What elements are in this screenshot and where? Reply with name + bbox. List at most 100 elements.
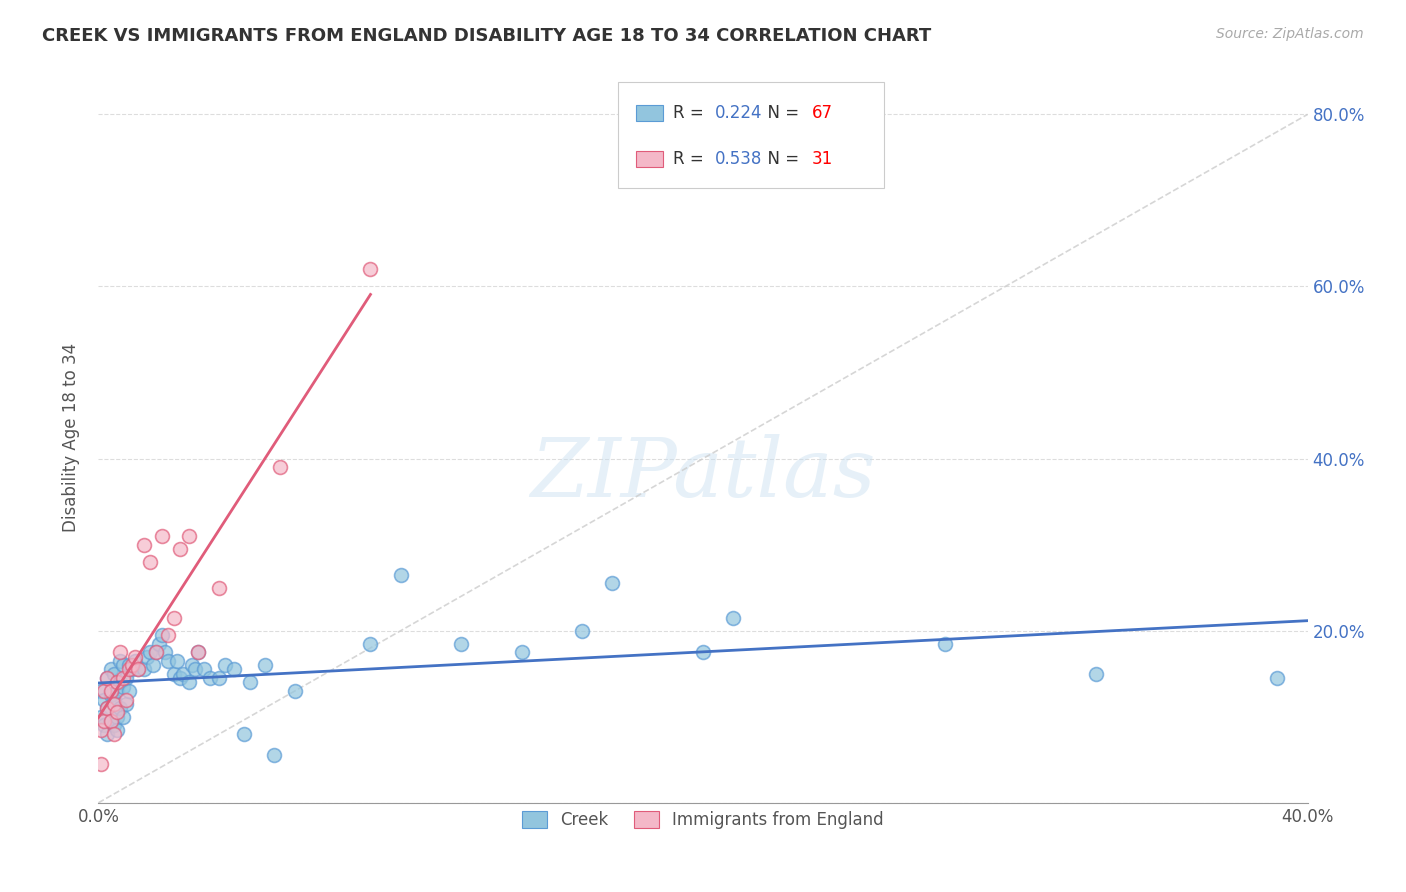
Text: 31: 31 — [811, 150, 834, 168]
Point — [179, 529, 201, 543]
Point — [90, 684, 112, 698]
Point — [208, 581, 231, 595]
Point — [118, 658, 141, 673]
Point — [135, 649, 157, 664]
FancyBboxPatch shape — [637, 105, 664, 121]
Point — [132, 538, 155, 552]
Point — [142, 658, 165, 673]
Text: 0.538: 0.538 — [716, 150, 762, 168]
Point — [148, 637, 170, 651]
Point — [692, 645, 714, 659]
Point — [96, 671, 118, 685]
Point — [150, 628, 173, 642]
Point — [163, 666, 186, 681]
Point — [100, 714, 122, 728]
Text: CREEK VS IMMIGRANTS FROM ENGLAND DISABILITY AGE 18 TO 34 CORRELATION CHART: CREEK VS IMMIGRANTS FROM ENGLAND DISABIL… — [42, 27, 931, 45]
Point — [184, 662, 207, 676]
Point — [105, 706, 128, 720]
Point — [163, 611, 186, 625]
Point — [93, 714, 115, 728]
Legend: Creek, Immigrants from England: Creek, Immigrants from England — [509, 797, 897, 842]
Point — [100, 662, 122, 676]
Point — [510, 645, 533, 659]
Point — [103, 697, 125, 711]
Point — [111, 710, 134, 724]
Point — [96, 701, 118, 715]
Point — [105, 710, 128, 724]
Point — [179, 675, 201, 690]
Point — [127, 662, 149, 676]
Point — [187, 645, 209, 659]
Point — [124, 654, 146, 668]
Point — [132, 662, 155, 676]
Text: Source: ZipAtlas.com: Source: ZipAtlas.com — [1216, 27, 1364, 41]
Point — [150, 529, 173, 543]
Point — [166, 654, 188, 668]
Point — [93, 692, 115, 706]
Point — [100, 714, 122, 728]
Point — [121, 662, 143, 676]
Point — [103, 718, 125, 732]
Point — [103, 692, 125, 706]
Point — [145, 645, 167, 659]
Point — [153, 645, 176, 659]
Text: ZIPatlas: ZIPatlas — [530, 434, 876, 514]
Point — [105, 675, 128, 690]
Point — [187, 645, 209, 659]
Point — [118, 662, 141, 676]
Point — [139, 645, 162, 659]
Point — [169, 671, 191, 685]
Point — [156, 654, 179, 668]
Point — [105, 684, 128, 698]
Point — [103, 666, 125, 681]
Point — [181, 658, 204, 673]
Y-axis label: Disability Age 18 to 34: Disability Age 18 to 34 — [62, 343, 80, 532]
Point — [118, 684, 141, 698]
Point — [389, 567, 412, 582]
Point — [114, 697, 136, 711]
Point — [934, 637, 956, 651]
Point — [208, 671, 231, 685]
Text: N =: N = — [758, 104, 804, 122]
Point — [127, 662, 149, 676]
Point — [111, 671, 134, 685]
Point — [121, 658, 143, 673]
Point — [263, 748, 285, 763]
Point — [169, 541, 191, 556]
Point — [172, 666, 194, 681]
Point — [108, 701, 131, 715]
Point — [200, 671, 222, 685]
Point — [105, 723, 128, 737]
Point — [284, 684, 307, 698]
Point — [571, 624, 593, 638]
Point — [100, 688, 122, 702]
Point — [93, 718, 115, 732]
Point — [96, 671, 118, 685]
Point — [360, 262, 382, 277]
Point — [269, 460, 291, 475]
Point — [108, 675, 131, 690]
Point — [90, 757, 112, 772]
Text: N =: N = — [758, 150, 804, 168]
Point — [90, 723, 112, 737]
Point — [145, 645, 167, 659]
Point — [103, 727, 125, 741]
Point — [360, 637, 382, 651]
Point — [114, 671, 136, 685]
Point — [108, 654, 131, 668]
Point — [108, 645, 131, 659]
Point — [96, 701, 118, 715]
Point — [93, 684, 115, 698]
Point — [193, 662, 215, 676]
FancyBboxPatch shape — [637, 151, 664, 167]
Point — [100, 684, 122, 698]
Point — [232, 727, 254, 741]
Point — [239, 675, 262, 690]
Point — [124, 649, 146, 664]
Point — [1267, 671, 1289, 685]
Point — [214, 658, 236, 673]
Point — [139, 555, 162, 569]
Text: R =: R = — [672, 150, 709, 168]
Text: 0.224: 0.224 — [716, 104, 762, 122]
Point — [1085, 666, 1108, 681]
